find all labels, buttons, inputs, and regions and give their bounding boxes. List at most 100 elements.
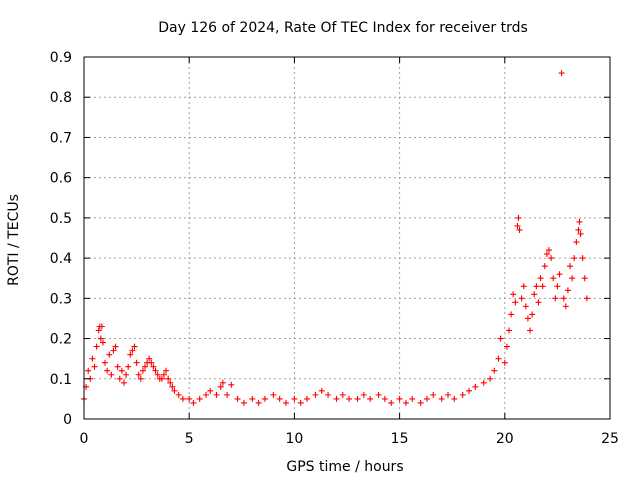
data-point <box>150 363 157 370</box>
data-point <box>133 359 140 366</box>
data-point <box>175 391 182 398</box>
plot-frame <box>83 56 611 420</box>
data-point <box>255 399 262 406</box>
data-point <box>137 375 144 382</box>
data-point <box>388 399 395 406</box>
data-point <box>112 343 119 350</box>
data-point <box>125 363 132 370</box>
y-tick-label: 0.7 <box>50 130 72 146</box>
data-point <box>508 311 515 318</box>
x-tick-label: 15 <box>391 431 409 447</box>
data-point <box>120 379 127 386</box>
data-point <box>524 315 531 322</box>
data-point <box>537 275 544 282</box>
y-tick-label: 0.8 <box>50 90 72 106</box>
data-point <box>533 283 540 290</box>
data-point <box>325 391 332 398</box>
data-point <box>491 367 498 374</box>
data-point <box>98 323 105 330</box>
data-point <box>102 359 109 366</box>
data-point <box>158 375 165 382</box>
data-point <box>154 371 161 378</box>
data-point <box>118 367 125 374</box>
data-point <box>515 214 522 221</box>
data-point <box>583 295 590 302</box>
data-point <box>291 395 298 402</box>
data-point <box>213 391 220 398</box>
data-point <box>297 399 304 406</box>
data-point <box>114 363 121 370</box>
data-point <box>106 351 113 358</box>
data-point <box>131 343 138 350</box>
data-point <box>512 299 519 306</box>
data-point <box>576 218 583 225</box>
data-point <box>234 395 241 402</box>
data-point <box>217 383 224 390</box>
y-tick-label: 0 <box>63 412 72 428</box>
data-point <box>276 395 283 402</box>
data-point <box>510 291 517 298</box>
x-tick-label: 10 <box>285 431 303 447</box>
data-point <box>402 399 409 406</box>
y-tick-label: 0.6 <box>50 171 72 187</box>
data-point <box>110 347 117 354</box>
data-point <box>93 343 100 350</box>
data-point <box>556 271 563 278</box>
data-point <box>527 327 534 334</box>
data-point <box>409 395 416 402</box>
data-point <box>552 295 559 302</box>
data-point <box>444 391 451 398</box>
data-point <box>127 351 134 358</box>
data-point <box>554 283 561 290</box>
data-point <box>573 239 580 246</box>
y-axis-label: ROTI / TECUs <box>6 194 22 286</box>
data-point <box>116 375 123 382</box>
data-point <box>108 371 115 378</box>
data-point <box>548 255 555 262</box>
chart-title: Day 126 of 2024, Rate Of TEC Index for r… <box>158 20 528 36</box>
data-point <box>139 367 146 374</box>
data-point <box>249 395 256 402</box>
data-point <box>480 379 487 386</box>
data-point <box>495 355 502 362</box>
data-point <box>541 263 548 270</box>
data-point <box>569 275 576 282</box>
data-point <box>129 347 136 354</box>
data-point <box>165 375 172 382</box>
data-point <box>171 387 178 394</box>
data-point <box>430 391 437 398</box>
y-tick-label: 0.1 <box>50 372 72 388</box>
data-point <box>318 387 325 394</box>
data-point <box>459 391 466 398</box>
data-point <box>539 283 546 290</box>
data-point <box>312 391 319 398</box>
data-point <box>451 395 458 402</box>
data-point <box>240 399 247 406</box>
x-tick-label: 5 <box>185 431 194 447</box>
x-tick-labels: 0 5 10 15 20 25 <box>80 431 619 447</box>
data-point <box>575 226 582 233</box>
data-point <box>142 363 149 370</box>
data-point <box>169 383 176 390</box>
x-axis-label: GPS time / hours <box>286 459 403 475</box>
data-point <box>333 395 340 402</box>
data-point <box>381 395 388 402</box>
data-point <box>207 387 214 394</box>
data-point <box>179 395 186 402</box>
data-point <box>472 383 479 390</box>
data-point <box>146 355 153 362</box>
data-point <box>346 395 353 402</box>
data-point <box>270 391 277 398</box>
data-point <box>167 379 174 386</box>
data-point <box>579 255 586 262</box>
data-point <box>466 387 473 394</box>
x-tick-label: 0 <box>80 431 89 447</box>
data-point <box>501 359 508 366</box>
data-point <box>417 399 424 406</box>
data-point <box>545 247 552 254</box>
data-point <box>89 355 96 362</box>
data-point <box>339 391 346 398</box>
data-point <box>95 327 102 334</box>
y-tick-labels: 0 0.1 0.2 0.3 0.4 0.5 0.6 0.7 0.8 0.9 <box>50 50 72 428</box>
